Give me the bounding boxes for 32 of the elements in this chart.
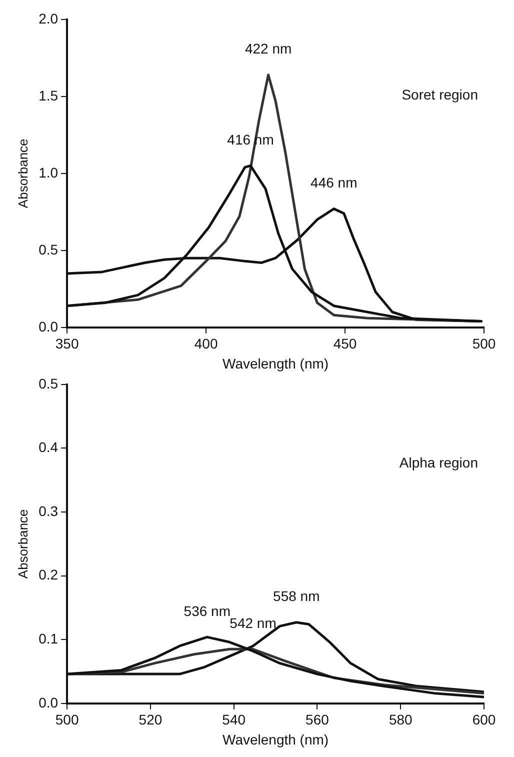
y-axis-title: Absorbance <box>15 509 30 579</box>
y-tick-label: 0.5 <box>38 241 58 258</box>
y-tick-label: 0.4 <box>38 439 58 456</box>
x-axis-title: Wavelength (nm) <box>222 355 329 372</box>
x-tick-label: 500 <box>55 712 79 728</box>
annotation: 422 nm <box>244 40 292 57</box>
x-tick-label: 500 <box>472 336 496 352</box>
annotation: 536 nm <box>184 602 231 619</box>
y-tick-label: 1.0 <box>38 164 58 180</box>
annotation: Soret region <box>402 86 478 102</box>
x-tick-label: 560 <box>306 712 330 728</box>
x-tick-label: 580 <box>388 712 413 728</box>
y-tick-label: 1.5 <box>38 87 58 104</box>
y-tick-label: 0.1 <box>38 630 58 646</box>
x-tick-label: 450 <box>333 336 357 352</box>
y-tick-label: 0.3 <box>38 502 58 519</box>
y-tick-label: 2.0 <box>38 10 58 26</box>
y-tick-label: 0.5 <box>38 375 58 392</box>
x-tick-label: 400 <box>194 336 218 352</box>
x-axis-title: Wavelength (nm) <box>222 731 329 748</box>
y-tick-label: 0.0 <box>38 694 58 710</box>
y-tick-label: 0.0 <box>38 318 58 334</box>
y-axis-title: Absorbance <box>15 138 30 208</box>
x-tick-label: 540 <box>222 712 246 728</box>
y-tick-label: 0.2 <box>38 566 58 583</box>
annotation: Alpha region <box>399 454 478 470</box>
annotation: 542 nm <box>230 615 276 632</box>
x-tick-label: 600 <box>472 712 496 728</box>
x-tick-label: 350 <box>55 336 79 352</box>
x-tick-label: 520 <box>138 712 162 728</box>
annotation: 558 nm <box>273 588 320 604</box>
annotation: 446 nm <box>310 174 358 191</box>
